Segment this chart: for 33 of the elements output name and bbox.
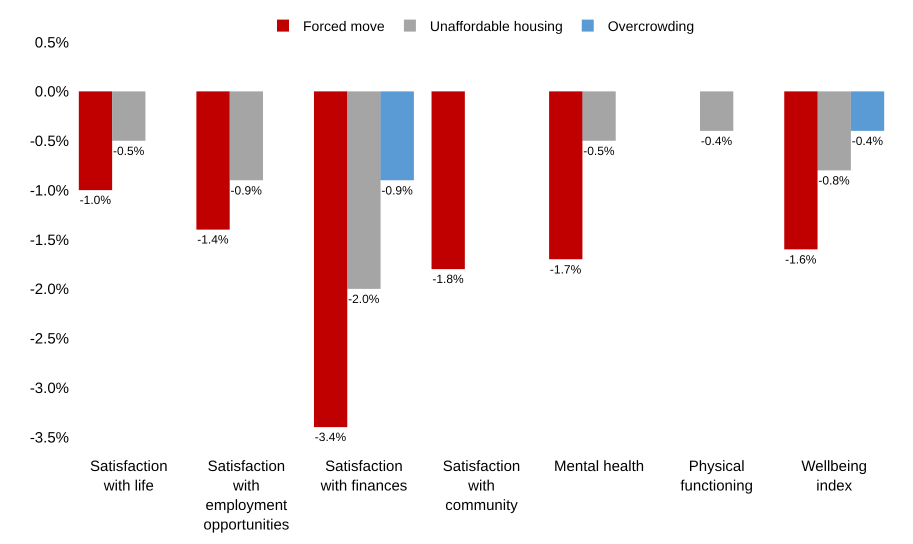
y-tick-label: 0.5%: [34, 34, 69, 52]
data-label: -0.4%: [700, 134, 732, 148]
data-label: -1.8%: [432, 272, 464, 286]
data-label: -1.0%: [80, 193, 112, 208]
y-tick-label: -0.5%: [30, 133, 69, 150]
data-label: -0.9%: [381, 183, 414, 198]
data-label: -0.5%: [112, 144, 145, 158]
data-label: -0.5%: [583, 144, 615, 158]
data-label: -0.9%: [230, 183, 262, 198]
x-tick-label: Wellbeing index: [801, 458, 868, 494]
y-tick-label: 0.0%: [34, 84, 69, 101]
x-tick-label: Mental health: [554, 458, 644, 475]
y-tick-label: -3.0%: [30, 380, 69, 397]
y-tick-label: -2.5%: [30, 330, 69, 348]
y-tick-label: -1.0%: [30, 182, 69, 200]
data-label: -3.4%: [314, 430, 346, 444]
y-tick-label: -3.5%: [30, 429, 69, 446]
x-tick-label: Satisfaction with employment opportunities: [203, 458, 290, 534]
y-tick-label: -1.5%: [30, 232, 69, 249]
data-label: -0.8%: [818, 173, 850, 188]
legend-label: Overcrowding: [608, 18, 694, 34]
data-label: -1.7%: [550, 262, 582, 276]
x-tick-label: Satisfaction with community: [442, 458, 520, 514]
data-label: -1.6%: [785, 252, 817, 266]
legend-label: Forced move: [303, 18, 385, 34]
x-tick-label: Physical functioning: [680, 458, 753, 494]
x-tick-label: Satisfaction with life: [90, 458, 168, 494]
data-label: -2.0%: [348, 292, 380, 306]
data-label: -1.4%: [197, 232, 229, 247]
legend-label: Unaffordable housing: [430, 18, 563, 34]
y-tick-label: -2.0%: [30, 281, 69, 298]
data-label: -0.4%: [852, 134, 884, 148]
x-tick-label: Satisfaction with finances: [320, 458, 408, 494]
